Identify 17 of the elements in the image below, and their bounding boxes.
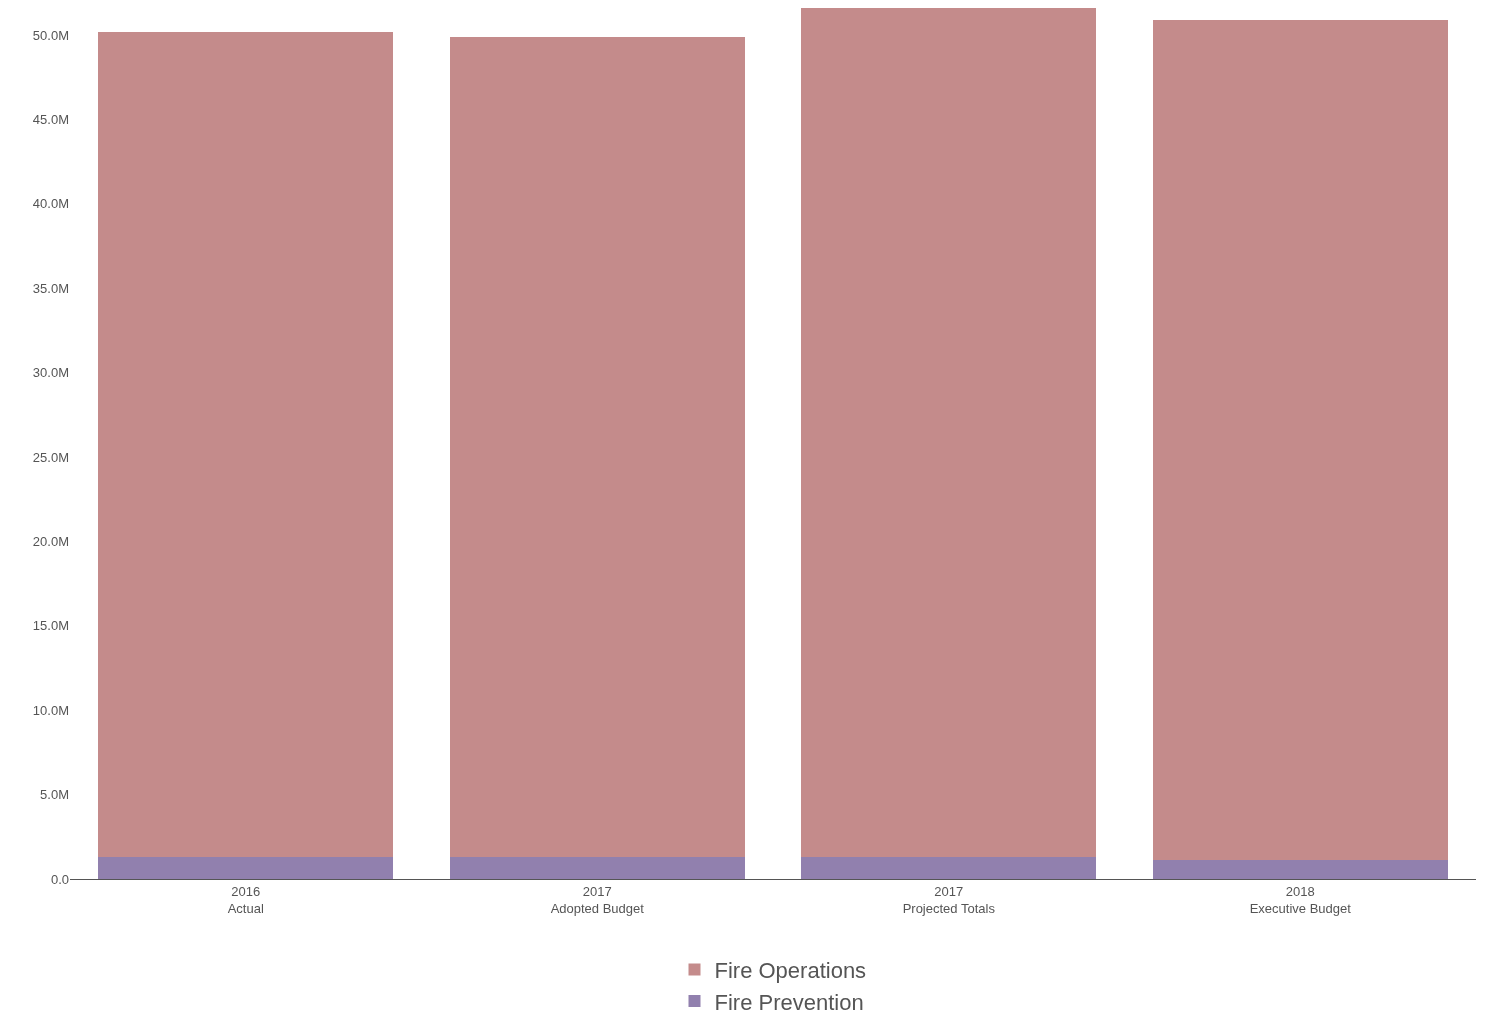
- y-tick-label: 30.0M: [32, 365, 69, 381]
- y-tick-label: 40.0M: [32, 196, 69, 212]
- x-tick-label: 2016 Actual: [227, 883, 264, 916]
- y-tick-label: 50.0M: [32, 27, 69, 43]
- y-tick-label: 20.0M: [32, 533, 69, 549]
- x-tick-label: 2017 Projected Totals: [902, 883, 996, 916]
- legend-label: Fire Prevention: [714, 989, 864, 1015]
- y-tick-label: 15.0M: [32, 618, 69, 634]
- y-tick-label: 45.0M: [32, 111, 69, 127]
- x-tick-label: 2018 Executive Budget: [1249, 883, 1352, 916]
- x-tick-label: 2017 Adopted Budget: [550, 883, 645, 916]
- y-tick-label: 35.0M: [32, 280, 69, 296]
- y-tick-label: 5.0M: [40, 787, 69, 803]
- y-tick-label: 10.0M: [32, 702, 69, 718]
- legend-label: Fire Operations: [714, 958, 867, 984]
- y-tick-label: 0.0: [50, 871, 69, 887]
- y-tick-label: 25.0M: [32, 449, 69, 465]
